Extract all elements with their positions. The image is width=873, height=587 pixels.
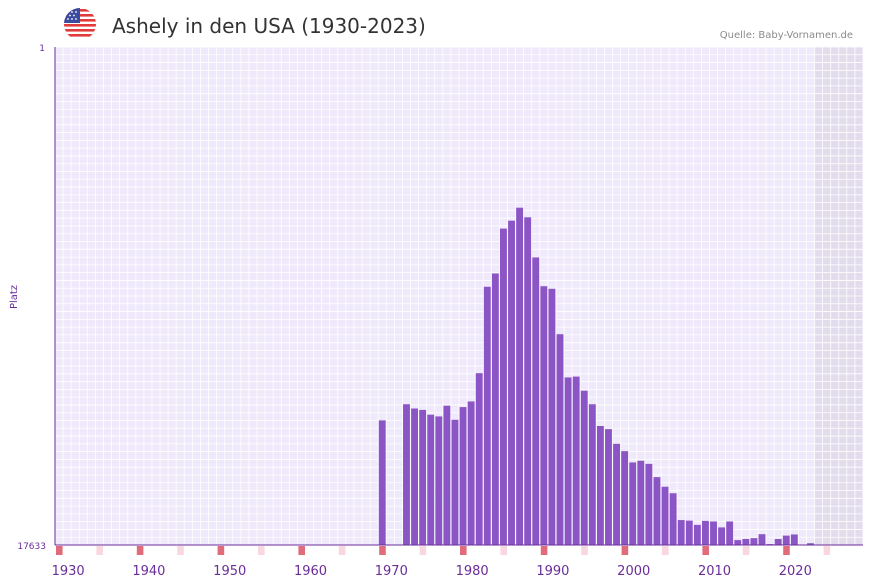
bar[interactable] — [613, 443, 620, 545]
half-decade-marker — [500, 546, 507, 555]
bar[interactable] — [661, 486, 669, 545]
half-decade-marker — [419, 546, 427, 555]
decade-marker — [702, 546, 709, 555]
decade-marker — [298, 546, 305, 555]
bar[interactable] — [790, 534, 798, 545]
bar[interactable] — [734, 540, 742, 545]
bar[interactable] — [491, 273, 499, 545]
decade-marker — [56, 546, 63, 555]
half-decade-marker — [581, 546, 588, 555]
half-decade-marker — [258, 546, 265, 555]
x-tick-label: 2010 — [698, 564, 731, 579]
half-decade-marker — [96, 546, 103, 555]
decade-marker — [136, 546, 144, 555]
x-tick-label: 1950 — [213, 564, 246, 579]
bar[interactable] — [669, 493, 677, 545]
bar[interactable] — [548, 288, 556, 545]
half-decade-marker — [338, 546, 346, 555]
bar[interactable] — [435, 416, 443, 545]
chart-title: Ashely in den USA (1930-2023) — [112, 14, 426, 38]
y-tick-label: 1 — [39, 44, 45, 54]
bar[interactable] — [411, 408, 418, 545]
bar[interactable] — [693, 524, 701, 545]
bar[interactable] — [580, 390, 588, 545]
half-decade-marker — [823, 546, 831, 555]
bar[interactable] — [572, 376, 580, 545]
bar[interactable] — [726, 521, 734, 545]
bar[interactable] — [556, 334, 564, 545]
bar[interactable] — [500, 228, 507, 545]
bar[interactable] — [508, 220, 515, 545]
bar[interactable] — [629, 462, 637, 545]
bar[interactable] — [475, 373, 483, 545]
bar[interactable] — [451, 419, 459, 545]
bar[interactable] — [532, 257, 540, 545]
x-tick-label: 1940 — [132, 564, 165, 579]
bar[interactable] — [750, 538, 758, 545]
decade-marker — [621, 546, 629, 555]
decade-marker — [540, 546, 548, 555]
x-tick-label: 2020 — [779, 564, 812, 579]
x-tick-label: 1970 — [375, 564, 408, 579]
bar[interactable] — [605, 429, 612, 545]
bar[interactable] — [621, 451, 629, 545]
bar[interactable] — [540, 286, 548, 545]
x-tick-label: 1930 — [52, 564, 85, 579]
x-tick-label: 1960 — [294, 564, 327, 579]
x-tick-label: 2000 — [617, 564, 650, 579]
y-axis-label: Platz — [9, 285, 20, 309]
source-credit: Quelle: Baby-Vornamen.de — [719, 30, 853, 41]
y-tick-label: 17633 — [17, 542, 46, 552]
bar[interactable] — [378, 420, 386, 545]
bar[interactable] — [774, 538, 782, 545]
bar[interactable] — [702, 520, 709, 545]
bar[interactable] — [685, 520, 693, 545]
bar[interactable] — [718, 527, 726, 545]
bar[interactable] — [459, 407, 467, 545]
bar[interactable] — [710, 521, 717, 545]
half-decade-marker — [742, 546, 750, 555]
bar[interactable] — [807, 543, 814, 545]
bar[interactable] — [782, 535, 790, 545]
bar[interactable] — [403, 404, 410, 545]
bar[interactable] — [516, 207, 524, 545]
bar[interactable] — [443, 405, 451, 545]
bar[interactable] — [427, 414, 435, 545]
decade-marker — [379, 546, 386, 555]
bar[interactable] — [758, 534, 766, 545]
x-tick-label: 1980 — [456, 564, 489, 579]
bar[interactable] — [596, 426, 604, 545]
bar[interactable] — [524, 217, 532, 545]
bar[interactable] — [677, 520, 685, 545]
decade-marker — [460, 546, 467, 555]
bar[interactable] — [637, 460, 645, 545]
bar[interactable] — [419, 409, 427, 545]
decade-marker — [217, 546, 225, 555]
bar[interactable] — [588, 404, 596, 545]
x-tick-label: 1990 — [536, 564, 569, 579]
bar[interactable] — [653, 477, 661, 545]
half-decade-marker — [662, 546, 669, 555]
bar[interactable] — [483, 286, 491, 545]
us-flag-icon — [64, 8, 96, 40]
bar[interactable] — [467, 401, 475, 545]
bar[interactable] — [742, 538, 750, 545]
decade-marker — [783, 546, 790, 555]
half-decade-marker — [177, 546, 184, 555]
bar[interactable] — [645, 463, 653, 545]
bar[interactable] — [564, 377, 572, 545]
